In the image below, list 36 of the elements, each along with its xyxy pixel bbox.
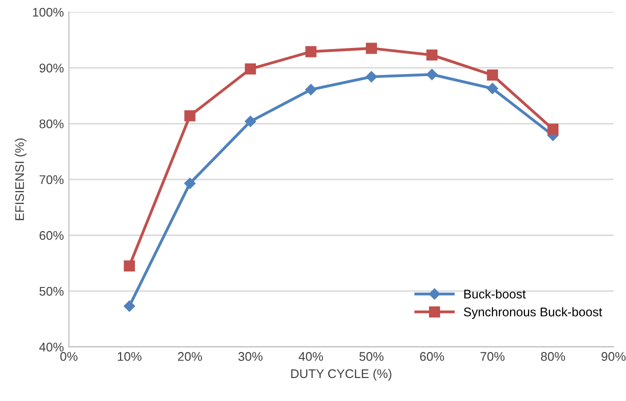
point <box>426 49 438 61</box>
x-tick-label: 80% <box>541 352 566 361</box>
y-tick-label: 60% <box>40 231 64 240</box>
x-tick-label: 0% <box>60 352 78 361</box>
point <box>366 71 378 82</box>
y-tick-label: 100% <box>32 8 64 17</box>
point <box>184 110 196 122</box>
x-tick-label: 20% <box>178 352 202 361</box>
point <box>184 178 196 189</box>
point <box>486 70 498 81</box>
legend-label: Synchronous Buck-boost <box>464 307 602 319</box>
x-tick-label: 10% <box>118 352 142 361</box>
y-axis-title: EFISIENSI (%) <box>14 138 26 220</box>
y-tick-label: 80% <box>40 119 64 128</box>
y-tick-label: 50% <box>39 286 64 296</box>
point <box>486 82 498 94</box>
point <box>547 124 559 135</box>
legend-label: Buck-boost <box>464 289 526 298</box>
point <box>305 84 317 96</box>
x-tick-label: 90% <box>602 352 626 361</box>
point <box>244 63 256 75</box>
point <box>366 42 377 54</box>
point <box>305 46 316 58</box>
x-axis-title: DUTY CYCLE (%) <box>291 368 392 381</box>
x-tick-label: 40% <box>298 352 323 361</box>
x-tick-label: 30% <box>238 352 262 361</box>
point <box>124 300 135 312</box>
x-tick-label: 60% <box>420 352 444 361</box>
y-tick-label: 40% <box>39 342 64 352</box>
y-tick-label: 70% <box>40 175 64 184</box>
y-tick-label: 90% <box>40 64 64 72</box>
point <box>124 260 135 272</box>
x-tick-label: 70% <box>480 352 505 361</box>
x-tick-label: 50% <box>359 352 384 361</box>
point <box>426 68 438 80</box>
point <box>244 116 256 128</box>
